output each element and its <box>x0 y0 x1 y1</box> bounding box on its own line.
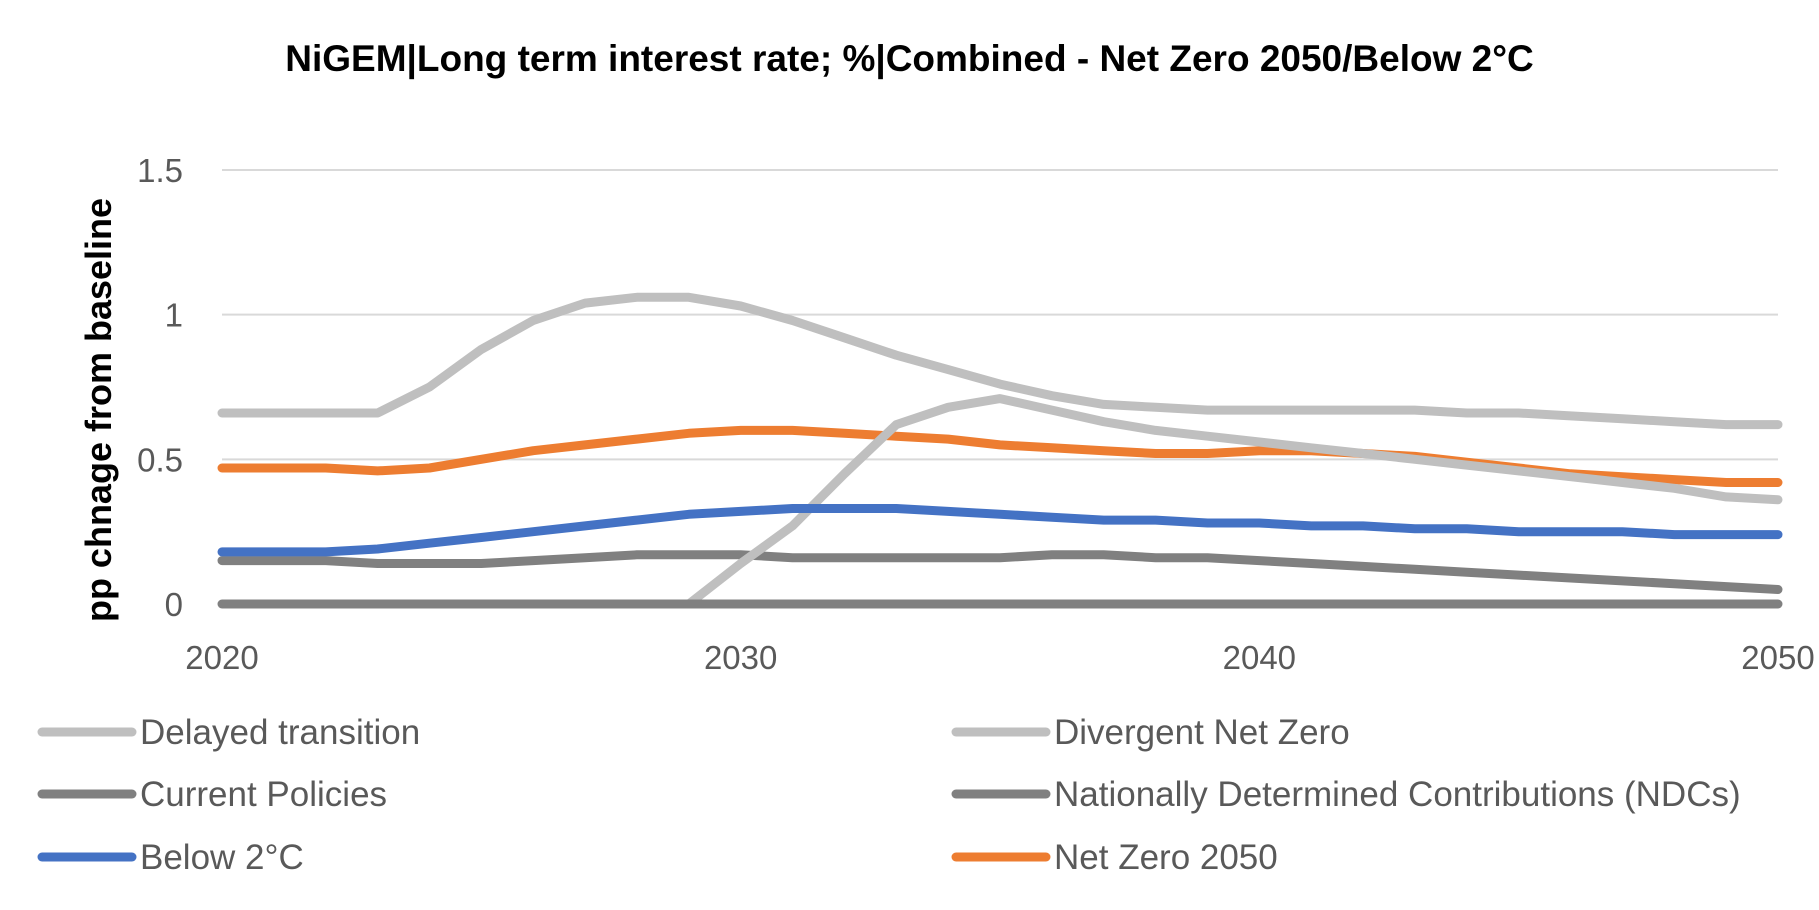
legend-label: Divergent Net Zero <box>1054 713 1350 752</box>
series-line-divergent-net-zero <box>684 394 1783 609</box>
series-line-nationally-determined-contributions-ndcs <box>217 550 1783 594</box>
legend: Delayed transition Divergent Net Zero Curr… <box>37 713 1741 877</box>
y-tick-label: 1.5 <box>137 152 183 189</box>
series-line-delayed-transition <box>217 292 1783 430</box>
legend-label: Nationally Determined Contributions (NDC… <box>1054 775 1741 814</box>
y-tick-label: 0 <box>165 586 183 623</box>
x-tick-label: 2030 <box>704 639 777 676</box>
y-axis-title-group: pp chnage from baseline <box>78 198 119 622</box>
x-tick-label: 2020 <box>185 639 258 676</box>
x-tick-label: 2050 <box>1741 639 1814 676</box>
y-axis-ticks: 0 0.5 1 1.5 <box>137 152 183 623</box>
x-tick-label: 2040 <box>1223 639 1296 676</box>
legend-label: Net Zero 2050 <box>1054 838 1278 877</box>
y-tick-label: 1 <box>165 297 183 334</box>
series-lines <box>217 292 1783 609</box>
chart-title: NiGEM|Long term interest rate; %|Combine… <box>285 38 1534 79</box>
series-line-below-2-c <box>217 504 1783 557</box>
y-axis-title: pp chnage from baseline <box>78 198 119 622</box>
legend-label: Current Policies <box>140 775 387 814</box>
legend-label: Delayed transition <box>140 713 420 752</box>
legend-label: Below 2°C <box>140 838 304 877</box>
x-axis-ticks: 2020 2030 2040 2050 <box>185 639 1814 676</box>
y-tick-label: 0.5 <box>137 441 183 478</box>
